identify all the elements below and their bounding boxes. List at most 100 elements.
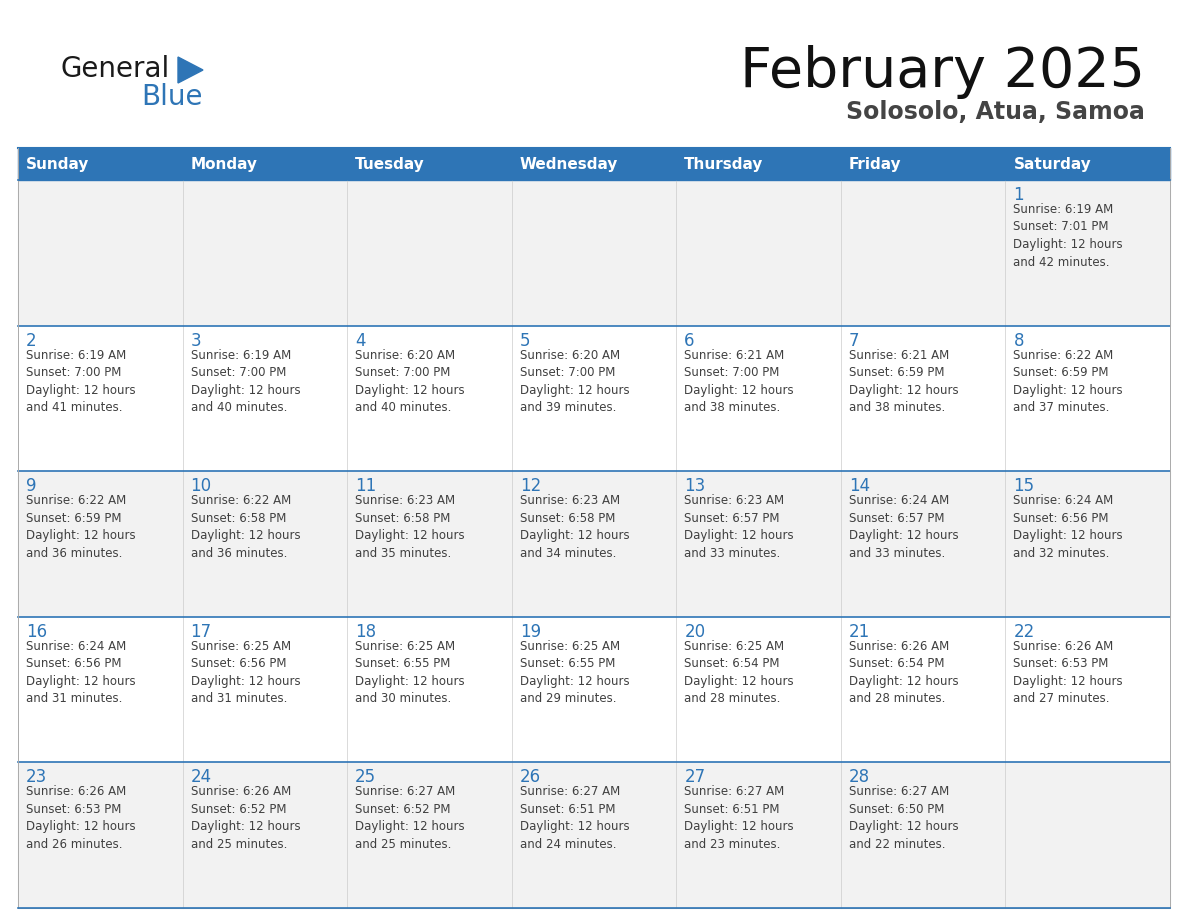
Text: Saturday: Saturday xyxy=(1013,156,1092,172)
Text: 26: 26 xyxy=(519,768,541,787)
Text: 25: 25 xyxy=(355,768,377,787)
Text: 14: 14 xyxy=(849,477,870,495)
Text: Sunrise: 6:22 AM
Sunset: 6:58 PM
Daylight: 12 hours
and 36 minutes.: Sunrise: 6:22 AM Sunset: 6:58 PM Dayligh… xyxy=(190,494,301,560)
Text: 27: 27 xyxy=(684,768,706,787)
Text: 7: 7 xyxy=(849,331,859,350)
Text: Sunrise: 6:25 AM
Sunset: 6:55 PM
Daylight: 12 hours
and 30 minutes.: Sunrise: 6:25 AM Sunset: 6:55 PM Dayligh… xyxy=(355,640,465,705)
Text: 19: 19 xyxy=(519,622,541,641)
Text: Sunrise: 6:25 AM
Sunset: 6:54 PM
Daylight: 12 hours
and 28 minutes.: Sunrise: 6:25 AM Sunset: 6:54 PM Dayligh… xyxy=(684,640,794,705)
Text: 10: 10 xyxy=(190,477,211,495)
Bar xyxy=(512,180,676,326)
Text: Sunrise: 6:22 AM
Sunset: 6:59 PM
Daylight: 12 hours
and 37 minutes.: Sunrise: 6:22 AM Sunset: 6:59 PM Dayligh… xyxy=(1013,349,1123,414)
Text: 1: 1 xyxy=(1013,186,1024,204)
Bar xyxy=(512,617,676,763)
Text: 24: 24 xyxy=(190,768,211,787)
Text: Sunrise: 6:26 AM
Sunset: 6:52 PM
Daylight: 12 hours
and 25 minutes.: Sunrise: 6:26 AM Sunset: 6:52 PM Dayligh… xyxy=(190,786,301,851)
Text: 8: 8 xyxy=(1013,331,1024,350)
Bar xyxy=(183,148,347,180)
Text: 17: 17 xyxy=(190,622,211,641)
Text: Sunrise: 6:26 AM
Sunset: 6:54 PM
Daylight: 12 hours
and 28 minutes.: Sunrise: 6:26 AM Sunset: 6:54 PM Dayligh… xyxy=(849,640,959,705)
Text: 12: 12 xyxy=(519,477,541,495)
Text: Sunrise: 6:26 AM
Sunset: 6:53 PM
Daylight: 12 hours
and 27 minutes.: Sunrise: 6:26 AM Sunset: 6:53 PM Dayligh… xyxy=(1013,640,1123,705)
Bar xyxy=(347,180,512,326)
Text: General: General xyxy=(61,55,169,83)
Text: Sunrise: 6:24 AM
Sunset: 6:56 PM
Daylight: 12 hours
and 31 minutes.: Sunrise: 6:24 AM Sunset: 6:56 PM Dayligh… xyxy=(26,640,135,705)
Bar xyxy=(347,617,512,763)
Bar xyxy=(347,471,512,617)
Bar xyxy=(1005,326,1170,471)
Text: 3: 3 xyxy=(190,331,201,350)
Bar xyxy=(676,148,841,180)
Text: 6: 6 xyxy=(684,331,695,350)
Text: Sunrise: 6:25 AM
Sunset: 6:56 PM
Daylight: 12 hours
and 31 minutes.: Sunrise: 6:25 AM Sunset: 6:56 PM Dayligh… xyxy=(190,640,301,705)
Bar xyxy=(18,180,183,326)
Bar xyxy=(676,763,841,908)
Bar xyxy=(676,326,841,471)
Text: 21: 21 xyxy=(849,622,870,641)
Text: Sunrise: 6:24 AM
Sunset: 6:57 PM
Daylight: 12 hours
and 33 minutes.: Sunrise: 6:24 AM Sunset: 6:57 PM Dayligh… xyxy=(849,494,959,560)
Bar xyxy=(841,180,1005,326)
Text: 4: 4 xyxy=(355,331,366,350)
Bar xyxy=(1005,180,1170,326)
Polygon shape xyxy=(178,57,203,83)
Bar xyxy=(18,148,183,180)
Bar xyxy=(676,180,841,326)
Text: 5: 5 xyxy=(519,331,530,350)
Text: Sunrise: 6:19 AM
Sunset: 7:00 PM
Daylight: 12 hours
and 41 minutes.: Sunrise: 6:19 AM Sunset: 7:00 PM Dayligh… xyxy=(26,349,135,414)
Text: Blue: Blue xyxy=(141,83,203,111)
Bar xyxy=(512,148,676,180)
Text: 16: 16 xyxy=(26,622,48,641)
Text: Thursday: Thursday xyxy=(684,156,764,172)
Bar xyxy=(183,763,347,908)
Text: Sunrise: 6:20 AM
Sunset: 7:00 PM
Daylight: 12 hours
and 39 minutes.: Sunrise: 6:20 AM Sunset: 7:00 PM Dayligh… xyxy=(519,349,630,414)
Text: Sunrise: 6:20 AM
Sunset: 7:00 PM
Daylight: 12 hours
and 40 minutes.: Sunrise: 6:20 AM Sunset: 7:00 PM Dayligh… xyxy=(355,349,465,414)
Bar xyxy=(512,471,676,617)
Text: Sunrise: 6:21 AM
Sunset: 7:00 PM
Daylight: 12 hours
and 38 minutes.: Sunrise: 6:21 AM Sunset: 7:00 PM Dayligh… xyxy=(684,349,794,414)
Text: 15: 15 xyxy=(1013,477,1035,495)
Text: Solosolo, Atua, Samoa: Solosolo, Atua, Samoa xyxy=(846,100,1145,124)
Bar xyxy=(841,148,1005,180)
Bar xyxy=(183,471,347,617)
Text: 2: 2 xyxy=(26,331,37,350)
Text: Sunrise: 6:23 AM
Sunset: 6:58 PM
Daylight: 12 hours
and 34 minutes.: Sunrise: 6:23 AM Sunset: 6:58 PM Dayligh… xyxy=(519,494,630,560)
Text: Sunrise: 6:26 AM
Sunset: 6:53 PM
Daylight: 12 hours
and 26 minutes.: Sunrise: 6:26 AM Sunset: 6:53 PM Dayligh… xyxy=(26,786,135,851)
Text: Sunrise: 6:19 AM
Sunset: 7:00 PM
Daylight: 12 hours
and 40 minutes.: Sunrise: 6:19 AM Sunset: 7:00 PM Dayligh… xyxy=(190,349,301,414)
Text: Sunrise: 6:19 AM
Sunset: 7:01 PM
Daylight: 12 hours
and 42 minutes.: Sunrise: 6:19 AM Sunset: 7:01 PM Dayligh… xyxy=(1013,203,1123,268)
Text: Sunday: Sunday xyxy=(26,156,89,172)
Text: Monday: Monday xyxy=(190,156,258,172)
Text: Wednesday: Wednesday xyxy=(519,156,618,172)
Bar xyxy=(347,326,512,471)
Text: Sunrise: 6:22 AM
Sunset: 6:59 PM
Daylight: 12 hours
and 36 minutes.: Sunrise: 6:22 AM Sunset: 6:59 PM Dayligh… xyxy=(26,494,135,560)
Text: Sunrise: 6:21 AM
Sunset: 6:59 PM
Daylight: 12 hours
and 38 minutes.: Sunrise: 6:21 AM Sunset: 6:59 PM Dayligh… xyxy=(849,349,959,414)
Bar xyxy=(183,180,347,326)
Text: 18: 18 xyxy=(355,622,377,641)
Bar xyxy=(18,471,183,617)
Bar xyxy=(676,617,841,763)
Bar xyxy=(512,763,676,908)
Text: 11: 11 xyxy=(355,477,377,495)
Bar xyxy=(347,763,512,908)
Text: Sunrise: 6:23 AM
Sunset: 6:58 PM
Daylight: 12 hours
and 35 minutes.: Sunrise: 6:23 AM Sunset: 6:58 PM Dayligh… xyxy=(355,494,465,560)
Text: 9: 9 xyxy=(26,477,37,495)
Bar xyxy=(18,763,183,908)
Bar xyxy=(1005,471,1170,617)
Text: 23: 23 xyxy=(26,768,48,787)
Bar xyxy=(18,617,183,763)
Bar xyxy=(841,617,1005,763)
Bar xyxy=(183,617,347,763)
Text: Tuesday: Tuesday xyxy=(355,156,425,172)
Text: Sunrise: 6:27 AM
Sunset: 6:51 PM
Daylight: 12 hours
and 23 minutes.: Sunrise: 6:27 AM Sunset: 6:51 PM Dayligh… xyxy=(684,786,794,851)
Text: 22: 22 xyxy=(1013,622,1035,641)
Bar xyxy=(183,326,347,471)
Text: Sunrise: 6:25 AM
Sunset: 6:55 PM
Daylight: 12 hours
and 29 minutes.: Sunrise: 6:25 AM Sunset: 6:55 PM Dayligh… xyxy=(519,640,630,705)
Bar xyxy=(512,326,676,471)
Text: Sunrise: 6:27 AM
Sunset: 6:52 PM
Daylight: 12 hours
and 25 minutes.: Sunrise: 6:27 AM Sunset: 6:52 PM Dayligh… xyxy=(355,786,465,851)
Bar xyxy=(347,148,512,180)
Text: 20: 20 xyxy=(684,622,706,641)
Bar xyxy=(841,471,1005,617)
Bar xyxy=(1005,617,1170,763)
Bar xyxy=(841,326,1005,471)
Text: Sunrise: 6:27 AM
Sunset: 6:50 PM
Daylight: 12 hours
and 22 minutes.: Sunrise: 6:27 AM Sunset: 6:50 PM Dayligh… xyxy=(849,786,959,851)
Text: 28: 28 xyxy=(849,768,870,787)
Bar xyxy=(18,326,183,471)
